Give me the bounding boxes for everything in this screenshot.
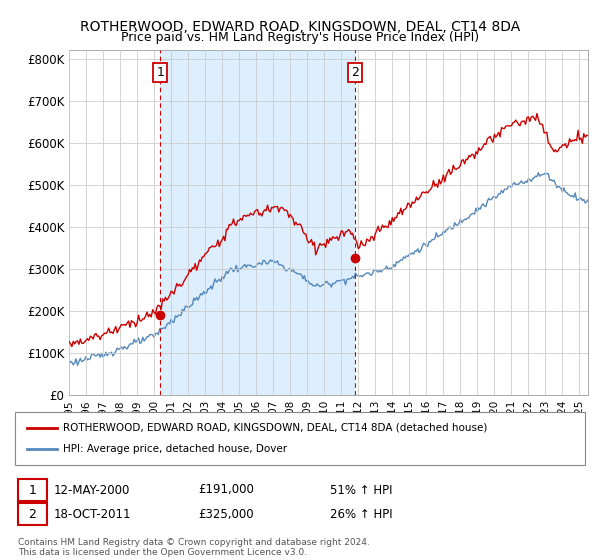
Text: 2: 2 bbox=[351, 66, 359, 79]
Text: ROTHERWOOD, EDWARD ROAD, KINGSDOWN, DEAL, CT14 8DA: ROTHERWOOD, EDWARD ROAD, KINGSDOWN, DEAL… bbox=[80, 20, 520, 34]
Text: Contains HM Land Registry data © Crown copyright and database right 2024.
This d: Contains HM Land Registry data © Crown c… bbox=[18, 538, 370, 557]
Text: HPI: Average price, detached house, Dover: HPI: Average price, detached house, Dove… bbox=[63, 444, 287, 454]
Text: 1: 1 bbox=[157, 66, 164, 79]
Text: 1: 1 bbox=[28, 483, 37, 497]
Bar bbox=[160, 50, 355, 395]
Text: £325,000: £325,000 bbox=[198, 507, 254, 521]
Text: 12-MAY-2000: 12-MAY-2000 bbox=[54, 483, 130, 497]
Text: £191,000: £191,000 bbox=[198, 483, 254, 497]
Text: 26% ↑ HPI: 26% ↑ HPI bbox=[330, 507, 392, 521]
Text: 18-OCT-2011: 18-OCT-2011 bbox=[54, 507, 131, 521]
Text: 2: 2 bbox=[28, 507, 37, 521]
Text: ROTHERWOOD, EDWARD ROAD, KINGSDOWN, DEAL, CT14 8DA (detached house): ROTHERWOOD, EDWARD ROAD, KINGSDOWN, DEAL… bbox=[63, 423, 487, 433]
Text: 51% ↑ HPI: 51% ↑ HPI bbox=[330, 483, 392, 497]
Text: Price paid vs. HM Land Registry's House Price Index (HPI): Price paid vs. HM Land Registry's House … bbox=[121, 31, 479, 44]
